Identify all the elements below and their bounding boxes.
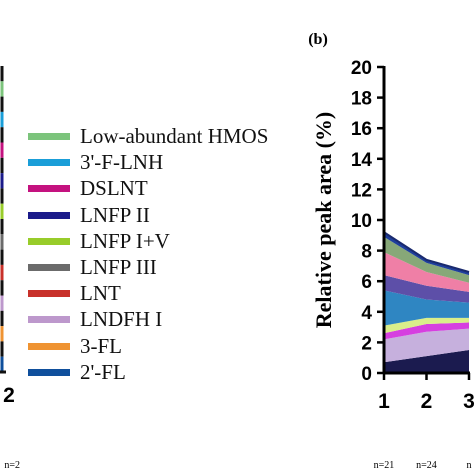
area-series xyxy=(384,350,469,373)
y-tick-label: 2 xyxy=(361,333,372,354)
y-tick-label: 0 xyxy=(361,364,372,385)
area-series xyxy=(384,317,469,334)
y-tick-label: 20 xyxy=(351,58,372,79)
y-tick-label: 18 xyxy=(351,89,372,110)
area-series xyxy=(384,322,469,340)
legend-label: LNFP III xyxy=(80,254,157,279)
legend-swatch-icon xyxy=(28,133,70,140)
y-tick-label: 16 xyxy=(351,119,372,140)
legend-item: 2'-FL xyxy=(28,359,328,388)
area-series xyxy=(384,290,469,326)
legend-swatch-icon xyxy=(28,185,70,193)
legend-label: 2'-FL xyxy=(80,359,126,384)
legend-item: 3-FL xyxy=(28,333,328,362)
legend-label: 3'-F-LNH xyxy=(80,150,164,175)
panel-a-x-tick-label: 2 xyxy=(3,384,15,407)
legend-label: LNT xyxy=(80,281,121,306)
y-tick-label: 6 xyxy=(361,272,372,293)
y-tick-label: 14 xyxy=(351,150,373,171)
legend-item: LNT xyxy=(28,281,328,309)
legend-label: Low-abundant HMOS xyxy=(80,124,269,148)
x-tick-label: 2 xyxy=(421,390,433,413)
stacked-areas xyxy=(383,231,470,373)
legend-swatch-icon xyxy=(28,263,70,271)
area-series xyxy=(384,232,469,276)
panel-a-n-label: n=2 xyxy=(4,460,20,471)
legend-swatch-icon xyxy=(28,368,70,376)
legend-swatch-icon xyxy=(28,290,70,298)
area-series xyxy=(384,236,469,283)
area-series xyxy=(384,252,469,292)
stack-top-line xyxy=(383,231,470,273)
legend-item: LNFP I+V xyxy=(28,228,328,257)
legend-label: LNFP I+V xyxy=(80,228,170,253)
legend-item: LNFP II xyxy=(28,202,328,231)
n-label: n=24 xyxy=(416,460,437,471)
legend-swatch-icon xyxy=(28,211,70,219)
legend-item: Low-abundant HMOS xyxy=(28,124,328,152)
legend-item: DSLNT xyxy=(28,176,328,204)
legend-swatch-icon xyxy=(28,342,70,350)
x-tick-label: 1 xyxy=(378,390,390,413)
legend-item: LNDFH I xyxy=(28,307,328,335)
legend-item: 3'-F-LNH xyxy=(28,150,328,178)
panel-b-area-chart: (b) Relative peak area (%) 0246810121416… xyxy=(308,31,474,471)
panel-a-partial-chart: 2 n=2 xyxy=(0,66,20,471)
legend: Low-abundant HMOS 3'-F-LNH DSLNT LNFP II LNF… xyxy=(28,124,328,388)
y-axis-label: Relative peak area (%) xyxy=(311,112,336,329)
x-tick-label: 3 xyxy=(463,390,474,413)
legend-label: LNFP II xyxy=(80,202,150,227)
panel-label: (b) xyxy=(308,31,328,48)
legend-label: DSLNT xyxy=(80,176,148,201)
y-tick-label: 4 xyxy=(361,303,372,324)
legend-swatch-icon xyxy=(28,237,70,245)
legend-item: LNFP III xyxy=(28,254,328,283)
y-tick-label: 8 xyxy=(361,242,372,263)
legend-label: LNDFH I xyxy=(80,307,163,332)
axes: 0 2 4 6 8 10 12 14 16 18 20 1 n=21 2 n=24 3 n xyxy=(351,58,474,471)
y-tick-label: 12 xyxy=(351,180,372,201)
legend-swatch-icon xyxy=(28,316,70,324)
area-series xyxy=(384,328,469,363)
area-series xyxy=(384,275,469,303)
legend-label: 3-FL xyxy=(80,333,122,358)
n-label: n=21 xyxy=(374,460,395,471)
y-tick-label: 10 xyxy=(351,211,372,232)
n-label: n xyxy=(467,460,472,471)
legend-swatch-icon xyxy=(28,159,70,167)
